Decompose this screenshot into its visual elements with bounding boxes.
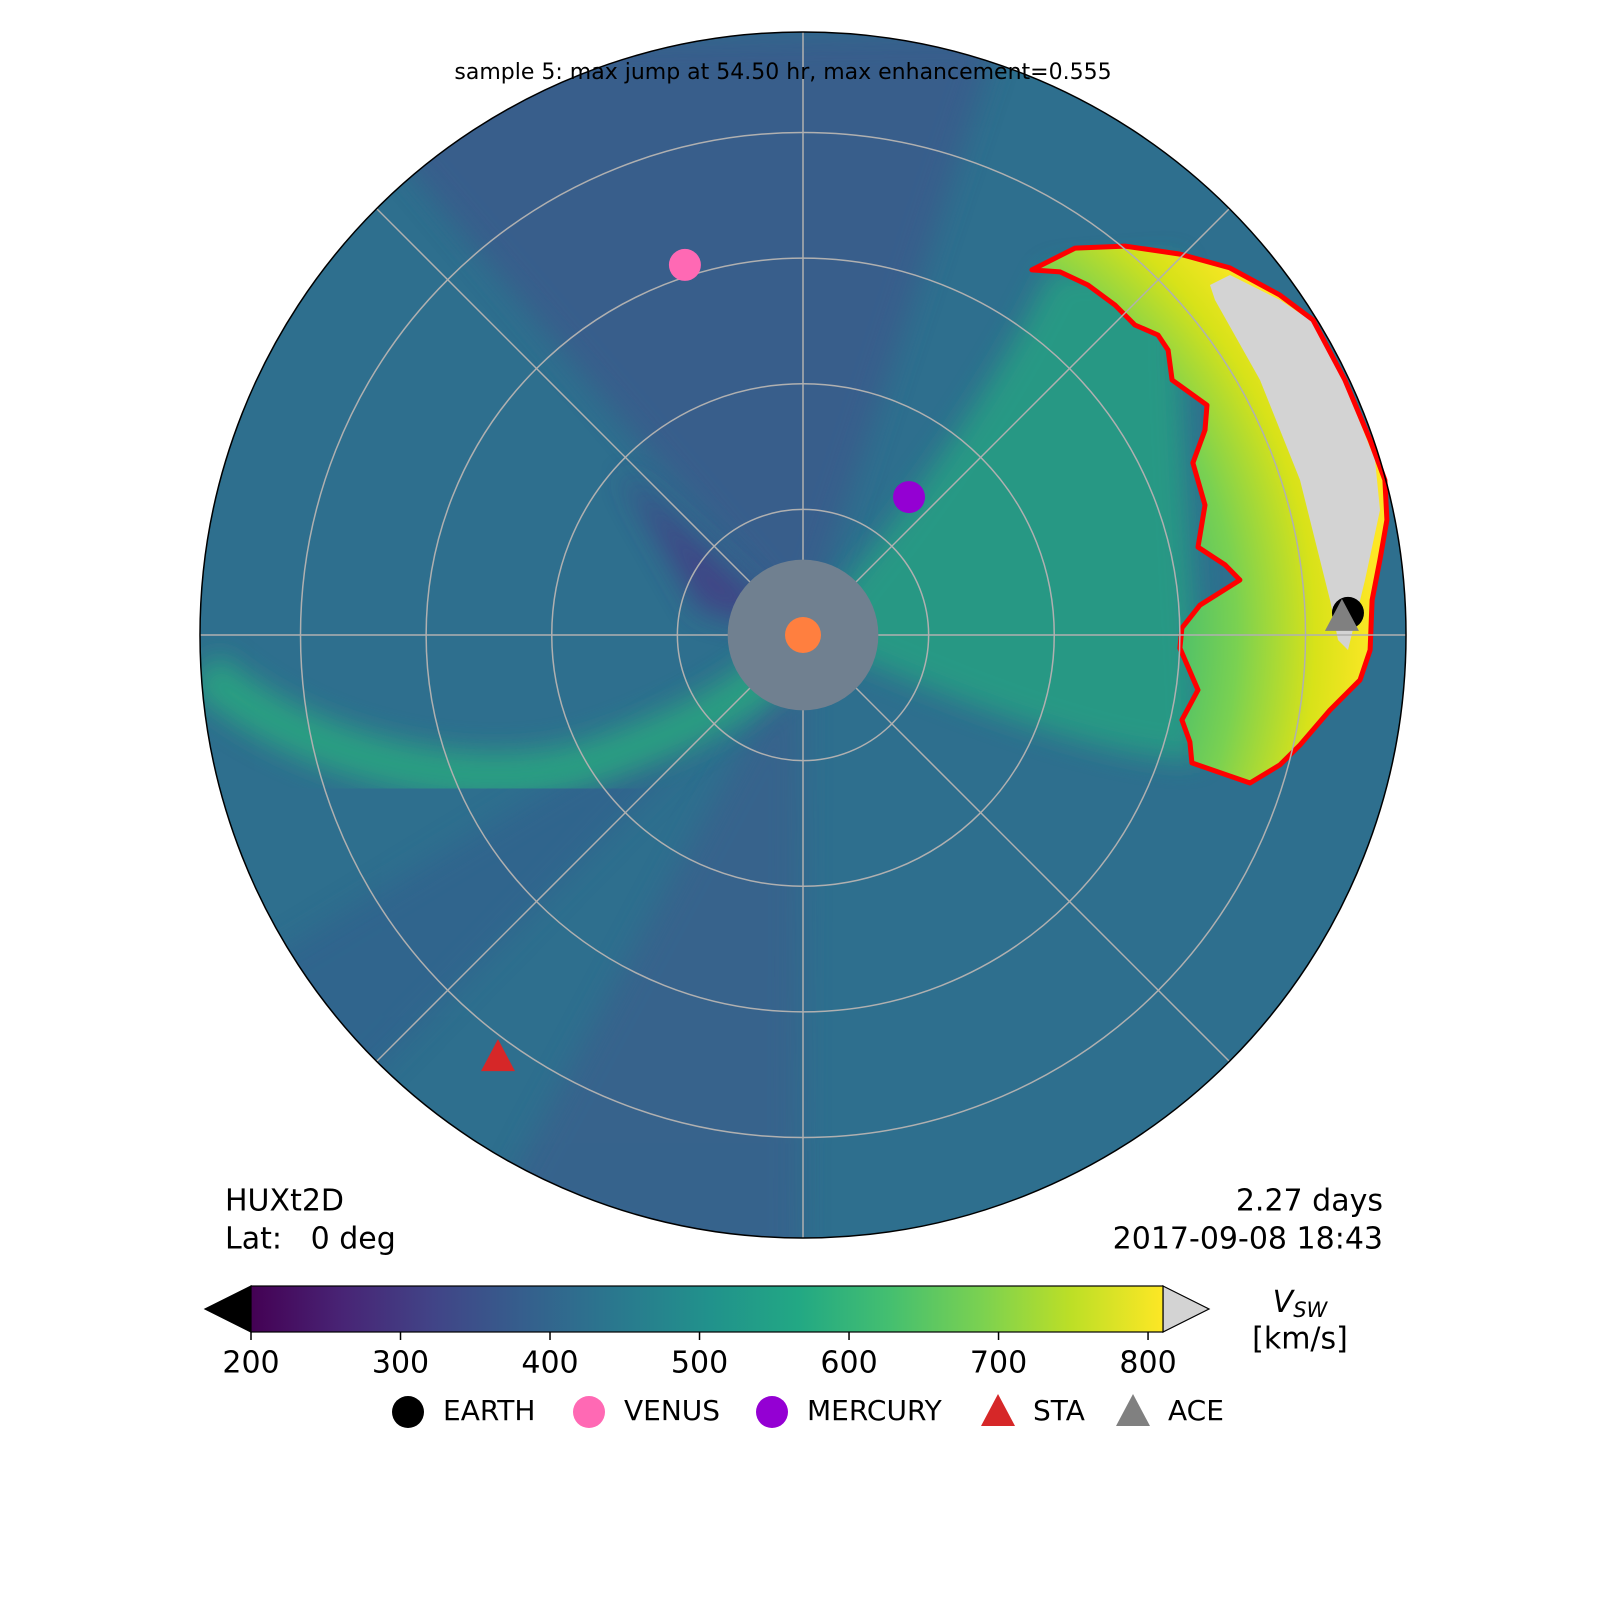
sun bbox=[785, 617, 821, 653]
chart-title: sample 5: max jump at 54.50 hr, max enha… bbox=[454, 60, 1111, 85]
colorbar-units: [km/s] bbox=[1252, 1322, 1348, 1357]
colorbar-tick-label: 700 bbox=[970, 1346, 1027, 1381]
legend-label: STA bbox=[1033, 1394, 1085, 1427]
body-marker bbox=[1324, 598, 1359, 631]
colorbar-label: VSW bbox=[1273, 1285, 1329, 1323]
colorbar-tick-label: 500 bbox=[671, 1346, 728, 1381]
grid-spoke bbox=[376, 634, 804, 1062]
legend-marker bbox=[981, 1394, 1015, 1426]
body-marker bbox=[893, 481, 926, 514]
grid-spoke bbox=[376, 208, 804, 636]
legend-marker bbox=[1116, 1394, 1150, 1426]
colorbar-bar bbox=[250, 1285, 1164, 1333]
legend-marker bbox=[392, 1396, 424, 1428]
colorbar-tick-label: 200 bbox=[222, 1346, 279, 1381]
legend-label: VENUS bbox=[624, 1394, 720, 1427]
colorbar-symbol: V bbox=[1273, 1285, 1296, 1320]
over-range-region bbox=[1210, 275, 1380, 650]
colorbar-under bbox=[203, 1285, 252, 1333]
legend-marker bbox=[756, 1396, 788, 1428]
colorbar: 200 300 400 500 600 700 800 bbox=[203, 1285, 1211, 1381]
colorbar-tick-label: 800 bbox=[1119, 1346, 1176, 1381]
colorbar-subscript: SW bbox=[1293, 1298, 1328, 1322]
legend-label: EARTH bbox=[443, 1394, 535, 1427]
legend: EARTH VENUS MERCURY STA ACE bbox=[392, 1394, 1224, 1428]
legend-label: MERCURY bbox=[807, 1394, 943, 1427]
elapsed-label: 2.27 days bbox=[1236, 1184, 1383, 1219]
cme-contour bbox=[1029, 243, 1390, 786]
bodies bbox=[480, 248, 1364, 1072]
body-marker bbox=[480, 1039, 515, 1072]
grid-spoke bbox=[802, 634, 1230, 1062]
time-label: 2017-09-08 18:43 bbox=[1113, 1222, 1383, 1257]
model-label: HUXt2D bbox=[225, 1184, 344, 1219]
latitude-label: Lat: 0 deg bbox=[225, 1222, 396, 1257]
colorbar-over bbox=[1162, 1285, 1211, 1333]
polar-grid bbox=[199, 31, 1407, 1239]
body-marker bbox=[668, 248, 701, 281]
colorbar-tick-label: 400 bbox=[521, 1346, 578, 1381]
legend-label: ACE bbox=[1168, 1394, 1224, 1427]
colorbar-tick-label: 600 bbox=[820, 1346, 877, 1381]
legend-marker bbox=[573, 1396, 605, 1428]
colorbar-tick-label: 300 bbox=[372, 1346, 429, 1381]
plot-boundary bbox=[199, 31, 1407, 1239]
grid-spoke bbox=[802, 208, 1230, 636]
